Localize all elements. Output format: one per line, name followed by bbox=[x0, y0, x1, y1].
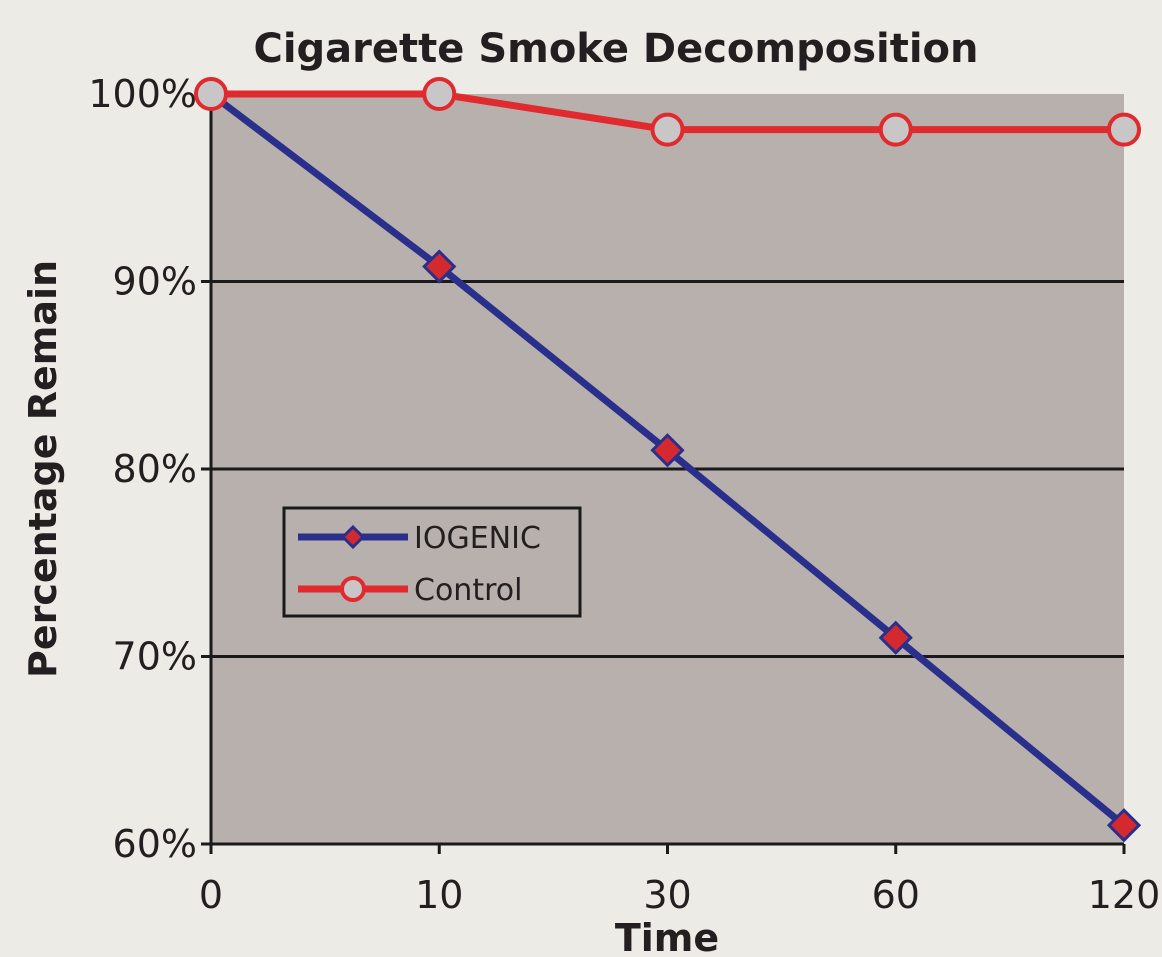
legend-item-control: Control bbox=[298, 573, 522, 608]
series-layer bbox=[193, 76, 1142, 843]
legend-label: Control bbox=[414, 573, 522, 608]
y-axis-ticks: 60% 70% 80% 90% 100% bbox=[88, 72, 211, 866]
x-axis-ticks: 0 10 30 60 120 bbox=[199, 844, 1160, 917]
series-iogenic bbox=[193, 76, 1142, 843]
data-point-control bbox=[422, 77, 457, 111]
legend-marker bbox=[340, 524, 366, 550]
y-tick-label: 60% bbox=[113, 822, 197, 866]
x-tick-label: 120 bbox=[1088, 873, 1161, 917]
legend-marker bbox=[340, 576, 366, 602]
data-point-iogenic bbox=[878, 620, 913, 655]
x-tick-label: 10 bbox=[415, 873, 463, 917]
legend-item-iogenic: IOGENIC bbox=[298, 521, 541, 556]
data-point-control bbox=[194, 77, 228, 111]
x-tick-label: 60 bbox=[872, 873, 920, 917]
x-tick-label: 0 bbox=[199, 873, 223, 917]
y-axis-label: Percentage Remain bbox=[21, 260, 65, 678]
series-control bbox=[194, 77, 1141, 147]
y-tick-label: 80% bbox=[113, 447, 197, 491]
data-point-control bbox=[1107, 112, 1141, 147]
x-tick-label: 30 bbox=[643, 873, 691, 917]
y-tick-label: 100% bbox=[88, 72, 197, 116]
y-tick-label: 90% bbox=[113, 260, 197, 304]
legend-label: IOGENIC bbox=[414, 521, 541, 556]
y-tick-label: 70% bbox=[113, 635, 197, 679]
data-point-iogenic bbox=[422, 249, 457, 284]
data-point-control bbox=[650, 112, 685, 147]
data-point-control bbox=[878, 112, 913, 147]
x-axis-label: Time bbox=[615, 916, 719, 957]
data-point-iogenic bbox=[650, 433, 685, 468]
chart-title: Cigarette Smoke Decomposition bbox=[253, 26, 978, 72]
data-point-iogenic bbox=[1106, 808, 1142, 843]
legend: IOGENIC Control bbox=[282, 506, 582, 618]
legend-box bbox=[282, 506, 582, 618]
gridlines bbox=[211, 280, 1124, 658]
